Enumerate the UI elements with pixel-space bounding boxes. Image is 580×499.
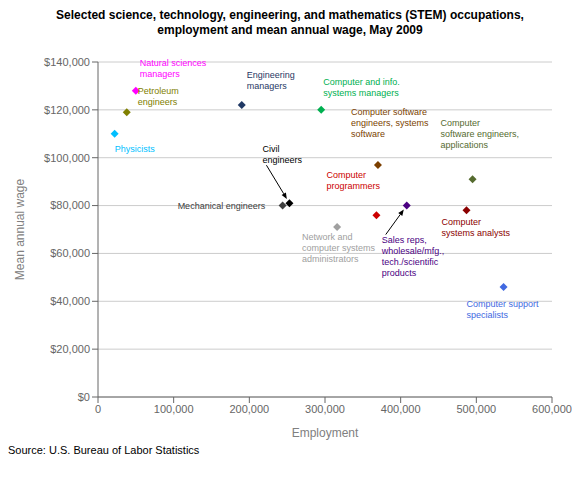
svg-text:300,000: 300,000 xyxy=(305,403,345,415)
svg-text:500,000: 500,000 xyxy=(456,403,496,415)
svg-text:Computer supportspecialists: Computer supportspecialists xyxy=(467,299,540,320)
svg-text:$120,000: $120,000 xyxy=(44,104,90,116)
svg-text:100,000: 100,000 xyxy=(154,403,194,415)
svg-text:$0: $0 xyxy=(78,391,90,403)
svg-text:Computer and info.systems mana: Computer and info.systems managers xyxy=(323,77,400,98)
svg-text:Engineeringmanagers: Engineeringmanagers xyxy=(247,70,295,91)
svg-text:Computer softwareengineers, sy: Computer softwareengineers, systemssoftw… xyxy=(351,107,429,139)
svg-text:Physicists: Physicists xyxy=(115,144,156,154)
svg-text:Civilengineers: Civilengineers xyxy=(262,144,302,165)
svg-text:$60,000: $60,000 xyxy=(50,247,90,259)
svg-text:600,000: 600,000 xyxy=(532,403,572,415)
svg-text:Mechanical engineers: Mechanical engineers xyxy=(178,201,266,211)
svg-text:200,000: 200,000 xyxy=(229,403,269,415)
svg-text:Computersystems analysts: Computersystems analysts xyxy=(441,217,510,238)
svg-text:$100,000: $100,000 xyxy=(44,152,90,164)
svg-text:$80,000: $80,000 xyxy=(50,199,90,211)
html-text:Source: U.S. Bureau of Labor S: Source: U.S. Bureau of Labor Statistics xyxy=(8,444,200,456)
svg-text:Natural sciencesmanagers: Natural sciencesmanagers xyxy=(140,58,207,79)
svg-text:Sales reps,wholesale/mfg.,tech: Sales reps,wholesale/mfg.,tech./scientif… xyxy=(381,235,445,278)
svg-text:$20,000: $20,000 xyxy=(50,343,90,355)
svg-text:$40,000: $40,000 xyxy=(50,295,90,307)
svg-text:Petroleumengineers: Petroleumengineers xyxy=(138,86,179,107)
svg-text:Network andcomputer systemsadm: Network andcomputer systemsadministrator… xyxy=(302,232,376,264)
svg-text:Mean annual wage: Mean annual wage xyxy=(13,178,27,280)
svg-text:Computerprogrammers: Computerprogrammers xyxy=(326,170,380,191)
svg-text:0: 0 xyxy=(95,403,101,415)
svg-text:400,000: 400,000 xyxy=(381,403,421,415)
svg-text:$140,000: $140,000 xyxy=(44,56,90,68)
html-text:Selected science, technology,: Selected science, technology, engineerin… xyxy=(56,8,524,37)
svg-text:Employment: Employment xyxy=(292,426,359,440)
svg-text:Computersoftware engineers,app: Computersoftware engineers,applications xyxy=(441,118,520,150)
